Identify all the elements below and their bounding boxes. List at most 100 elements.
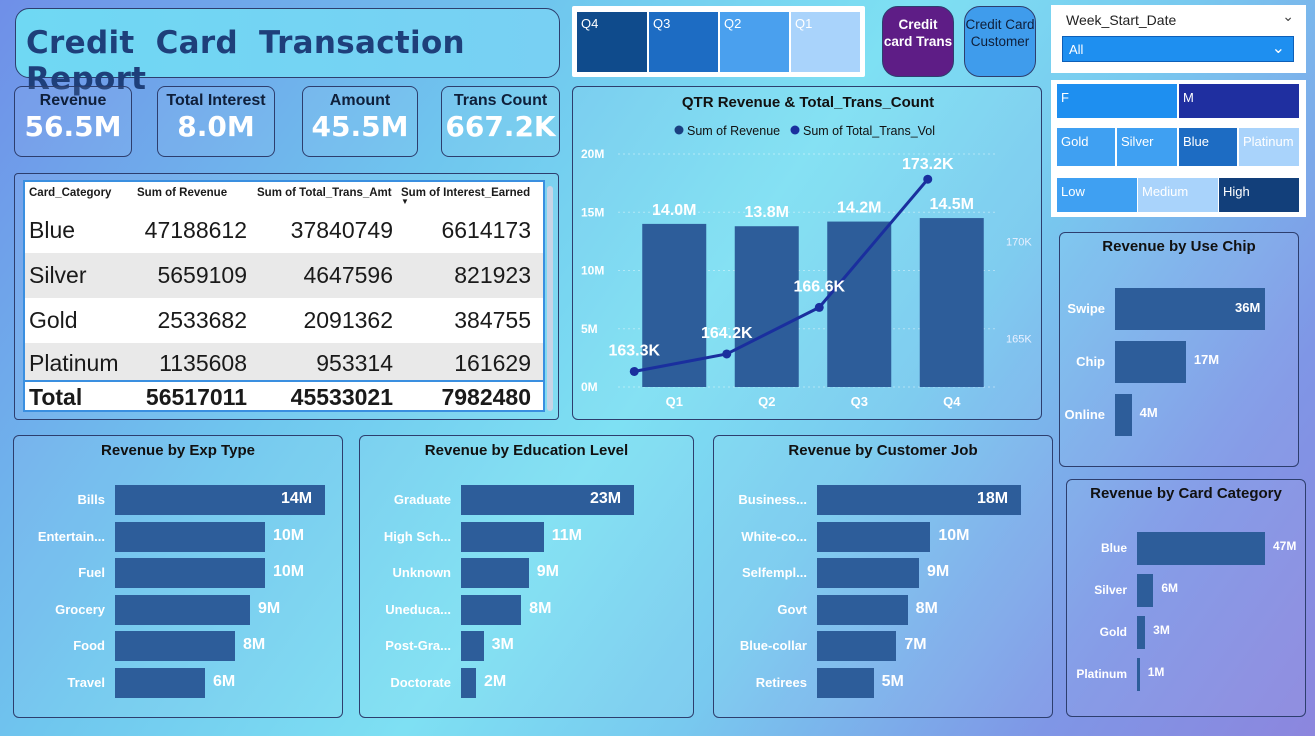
cell: 2091362	[303, 307, 393, 333]
bar[interactable]	[461, 558, 529, 588]
category-label: Chip	[1076, 354, 1105, 369]
quarter-option[interactable]: Q2	[720, 12, 789, 72]
column-header[interactable]: Card_Category	[29, 187, 112, 199]
category-label: Blue-collar	[739, 638, 807, 653]
collapse-chevron-icon[interactable]: ⌄	[1282, 9, 1294, 25]
data-label: 14M	[281, 490, 313, 507]
kpi-label: Total Interest	[166, 92, 266, 109]
report-title-box: Credit Card Transaction Report	[15, 8, 560, 97]
kpi-amount: Amount 45.5M	[302, 86, 418, 157]
x-tick-label: Q2	[758, 394, 775, 409]
data-label: 9M	[258, 599, 281, 617]
customer-job-chart: Revenue by Customer Job Business... 18M Wh…	[713, 435, 1053, 718]
category-label: Platinum	[1076, 666, 1127, 681]
data-label: 8M	[529, 599, 552, 617]
x-tick-label: Q1	[666, 394, 683, 409]
column-header[interactable]: Sum of Interest_Earned	[401, 187, 531, 199]
kpi-revenue: Revenue 56.5M	[14, 86, 132, 157]
data-label: 23M	[590, 490, 622, 507]
bar[interactable]	[817, 667, 874, 698]
column-header[interactable]: Sum of Revenue	[137, 187, 228, 199]
column-header[interactable]: Sum of Total_Trans_Amt	[257, 187, 392, 199]
category-label: Uneduca...	[385, 601, 451, 617]
kpi-value: 8.0M	[177, 110, 255, 143]
category-label: Online	[1064, 407, 1105, 422]
bar[interactable]	[461, 485, 634, 515]
chart-title: Revenue by Customer Job	[788, 442, 978, 459]
data-label: 173.2K	[902, 156, 954, 173]
data-label: 18M	[977, 490, 1009, 507]
category-label: Swipe	[1067, 301, 1105, 316]
use-chip-chart: Revenue by Use Chip Swipe 36M Chip 17M Onlin…	[1059, 232, 1299, 467]
cell: 5659109	[157, 262, 247, 288]
data-label: 14.2M	[837, 200, 881, 217]
quarter-option[interactable]: Q4	[577, 12, 647, 72]
bar[interactable]	[1137, 532, 1265, 565]
cell: Platinum	[29, 350, 119, 376]
income-option[interactable]: Low	[1057, 178, 1137, 212]
data-label: 5M	[881, 672, 904, 690]
category-label: Blue	[1100, 540, 1127, 555]
week-dropdown[interactable]: All ⌄	[1062, 36, 1294, 62]
y-tick-label: 15M	[581, 205, 604, 219]
cell: Blue	[29, 217, 76, 243]
data-label: 2M	[484, 672, 507, 690]
bar[interactable]	[817, 558, 919, 588]
income-option[interactable]: High	[1219, 178, 1299, 212]
bar[interactable]	[115, 594, 250, 625]
credit-card-customer-button[interactable]: Credit Card Customer	[964, 6, 1036, 77]
data-label: 163.3K	[608, 342, 660, 359]
category-label: Doctorate	[390, 674, 451, 690]
bar[interactable]	[817, 521, 931, 552]
category-label: Gold	[1099, 624, 1127, 639]
bar[interactable]	[115, 485, 325, 515]
bar[interactable]	[115, 631, 235, 661]
cell: 2533682	[157, 307, 247, 333]
bar[interactable]	[1115, 288, 1265, 330]
bar[interactable]	[1137, 658, 1140, 691]
chart-title: QTR Revenue & Total_Trans_Count	[682, 94, 934, 111]
y2-tick-label: 165K	[1006, 333, 1032, 345]
quarter-option[interactable]: Q1	[791, 12, 860, 72]
bar[interactable]	[461, 667, 477, 698]
data-label: 6M	[213, 672, 236, 690]
income-option[interactable]: Medium	[1138, 178, 1218, 212]
bar[interactable]	[817, 485, 1021, 515]
gender-option[interactable]: F	[1057, 84, 1177, 118]
bar	[734, 226, 799, 387]
quarter-option[interactable]: Q3	[649, 12, 718, 72]
bar[interactable]	[115, 521, 265, 552]
card-option[interactable]: Gold	[1057, 128, 1115, 166]
bar[interactable]	[115, 667, 205, 698]
bar[interactable]	[1115, 341, 1186, 383]
education-level-chart: Revenue by Education Level Graduate 23M Hi…	[359, 435, 694, 718]
gender-option[interactable]: M	[1179, 84, 1299, 118]
bar[interactable]	[817, 631, 897, 661]
kpi-total-interest: Total Interest 8.0M	[157, 86, 275, 157]
bar[interactable]	[461, 631, 484, 661]
bar[interactable]	[1137, 616, 1146, 649]
bar[interactable]	[461, 594, 522, 625]
bar[interactable]	[817, 594, 908, 625]
table-scrollbar[interactable]	[547, 186, 553, 411]
sort-desc-icon: ▼	[401, 197, 409, 206]
card-option[interactable]: Silver	[1117, 128, 1177, 166]
credit-card-trans-button[interactable]: Credit card Trans	[882, 6, 954, 77]
card-option[interactable]: Blue	[1179, 128, 1237, 166]
cell: 161629	[454, 350, 531, 376]
bar[interactable]	[1115, 394, 1132, 436]
data-label: 9M	[536, 563, 559, 580]
data-label: 11M	[551, 526, 582, 544]
category-label: Unknown	[392, 565, 452, 580]
card-option[interactable]: Platinum	[1239, 128, 1299, 166]
card-category-chart: Revenue by Card Category Blue 47M Silver 6M…	[1066, 479, 1306, 717]
line-series: 163.3K 164.2K 166.6K 173.2K	[608, 156, 954, 376]
cell: Total	[29, 384, 83, 410]
line-point	[814, 302, 824, 312]
x-tick-label: Q4	[943, 394, 961, 409]
cell: 37840749	[290, 217, 393, 243]
bar[interactable]	[1137, 574, 1154, 607]
table-row: Platinum 1135608 953314 161629	[25, 343, 543, 381]
bar[interactable]	[461, 521, 544, 552]
bar[interactable]	[115, 558, 265, 588]
